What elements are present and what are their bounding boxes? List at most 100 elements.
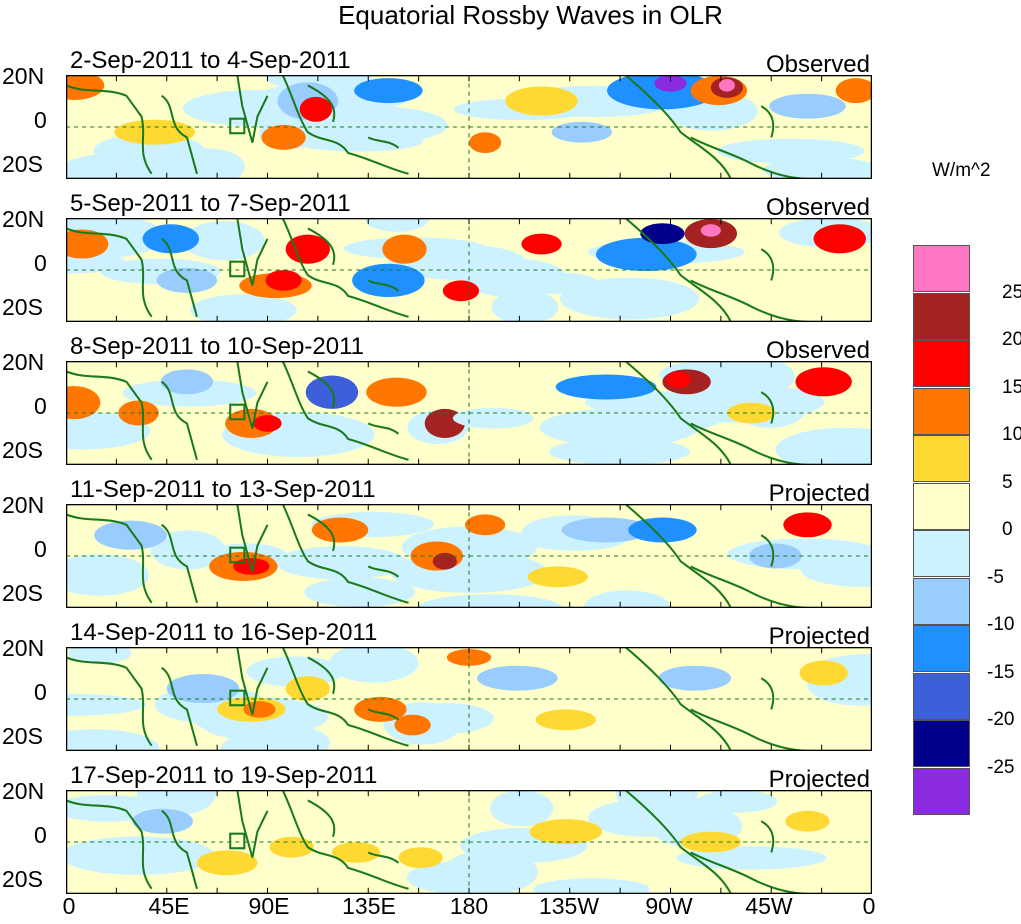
longitude-label: 135E <box>342 893 396 919</box>
panel-date-range: 17-Sep-2011 to 19-Sep-2011 <box>70 762 378 789</box>
coastline <box>760 105 775 138</box>
coastline <box>367 136 400 149</box>
latitude-label: 0 <box>34 393 47 419</box>
anomaly-region <box>166 674 240 704</box>
coastline <box>66 227 153 318</box>
coastline <box>66 370 153 461</box>
anomaly-region <box>535 709 596 731</box>
legend-tick-label: 25 <box>1002 281 1021 303</box>
anomaly-region <box>835 78 872 104</box>
latitude-label: 0 <box>34 536 47 562</box>
coastline <box>161 237 198 318</box>
anomaly-region <box>285 234 330 264</box>
anomaly-region <box>584 590 671 608</box>
anomaly-region <box>464 514 506 536</box>
anomaly-region <box>114 119 195 145</box>
latitude-label: 20N <box>2 492 45 518</box>
anomaly-region <box>718 79 735 92</box>
legend-color-box <box>913 245 970 292</box>
coastline <box>161 809 198 890</box>
coastline <box>161 666 198 747</box>
coastline <box>161 523 198 604</box>
anomaly-region <box>354 78 423 104</box>
coastline <box>690 136 812 179</box>
anomaly-region <box>700 224 721 237</box>
anomaly-region <box>292 130 424 152</box>
latitude-label: 20S <box>2 580 43 606</box>
coastline <box>624 218 732 322</box>
anomaly-region <box>477 665 558 691</box>
map-panel: 8-Sep-2011 to 10-Sep-2011 Observed 20N 0 20S <box>0 333 1021 473</box>
anomaly-region <box>142 224 199 254</box>
anomaly-region <box>800 552 872 587</box>
panel-date-range: 5-Sep-2011 to 7-Sep-2011 <box>70 190 351 217</box>
reference-box <box>229 117 246 135</box>
anomaly-region <box>763 157 872 179</box>
legend-color-box <box>913 672 970 720</box>
coastline <box>66 799 153 890</box>
olr-anomaly-map <box>66 647 872 751</box>
legend-color-box <box>913 767 970 815</box>
anomaly-region <box>190 294 297 322</box>
anomaly-region <box>799 660 848 686</box>
legend-tick-label: 15 <box>1002 376 1021 398</box>
panel-date-range: 11-Sep-2011 to 13-Sep-2011 <box>70 476 376 503</box>
olr-anomaly-map <box>66 75 872 179</box>
anomaly-region <box>66 152 185 179</box>
coastline <box>624 75 732 179</box>
anomaly-region <box>354 696 407 722</box>
anomaly-region <box>432 552 457 570</box>
map-panel: 5-Sep-2011 to 7-Sep-2011 Observed 20N 0 20S <box>0 190 1021 330</box>
reference-box <box>229 546 246 564</box>
panel-status: Projected <box>768 766 870 793</box>
anomaly-region <box>382 234 427 264</box>
anomaly-region <box>418 594 563 608</box>
panel-status: Observed <box>765 51 870 78</box>
anomaly-region <box>551 121 613 143</box>
anomaly-region <box>490 790 554 827</box>
coastline <box>307 656 336 695</box>
coastline <box>690 422 812 465</box>
anomaly-region <box>303 577 416 608</box>
coastline <box>690 565 812 608</box>
anomaly-region <box>329 647 419 683</box>
anomaly-region <box>628 517 697 543</box>
anomaly-region <box>785 810 830 832</box>
coastline <box>367 565 400 578</box>
anomaly-region <box>491 290 559 322</box>
coastline <box>281 504 409 604</box>
coastline <box>66 656 153 747</box>
coastline <box>236 361 269 429</box>
anomaly-region <box>66 229 109 259</box>
anomaly-region <box>352 263 425 298</box>
anomaly-region <box>529 819 602 845</box>
anomaly-region <box>521 233 562 255</box>
panel-date-range: 2-Sep-2011 to 4-Sep-2011 <box>70 47 351 74</box>
anomaly-region <box>561 517 651 543</box>
coastline <box>236 647 269 715</box>
anomaly-region <box>555 374 657 400</box>
panel-status: Projected <box>768 480 870 507</box>
latitude-label: 0 <box>34 679 47 705</box>
anomaly-region <box>775 427 872 465</box>
anomaly-region <box>769 93 846 119</box>
legend-color-box <box>913 292 970 340</box>
coastline <box>760 820 775 853</box>
anomaly-region <box>666 371 691 389</box>
latitude-label: 20S <box>2 866 43 892</box>
map-panel: 17-Sep-2011 to 19-Sep-2011 Projected 20N 0 2… <box>0 762 1021 902</box>
coastline <box>161 380 198 461</box>
anomaly-region <box>452 407 534 429</box>
olr-anomaly-map <box>66 361 872 465</box>
anomaly-region <box>243 701 276 718</box>
coastline <box>307 799 336 838</box>
legend-color-box <box>913 340 970 387</box>
longitude-label: 90E <box>248 893 290 919</box>
anomaly-region <box>167 148 246 179</box>
map-panel: 11-Sep-2011 to 13-Sep-2011 Projected 20N 0 2… <box>0 476 1021 616</box>
anomaly-region <box>533 878 650 894</box>
coastline <box>236 218 269 286</box>
legend-color-box <box>913 625 970 672</box>
coastline <box>307 227 336 266</box>
coastline <box>281 647 409 747</box>
